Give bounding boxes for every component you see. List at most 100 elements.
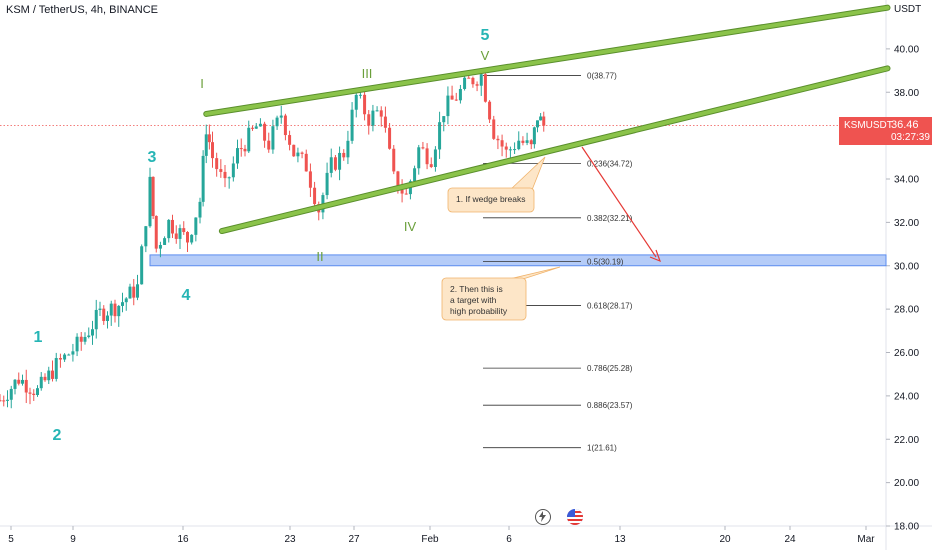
last-price-tag: KSMUSDT 36.46 03:27:39 xyxy=(839,116,932,145)
callout-target-text: high probability xyxy=(450,306,508,316)
candle-body xyxy=(132,286,136,298)
candle-body xyxy=(167,219,171,239)
candle-body xyxy=(513,149,517,151)
candle-body xyxy=(251,127,254,129)
candle-body xyxy=(43,376,47,381)
candle-body xyxy=(204,134,208,156)
candle-body xyxy=(479,74,483,86)
candle-body xyxy=(109,303,113,316)
price-tag-countdown: 03:27:39 xyxy=(891,131,930,143)
candle-body xyxy=(98,308,102,310)
candle-body xyxy=(71,351,75,355)
y-tick-label: 32.00 xyxy=(894,218,919,229)
candle-body xyxy=(517,140,521,150)
candle-body xyxy=(75,336,79,352)
fib-level-label: 0(38.77) xyxy=(587,72,617,81)
candle-body xyxy=(0,400,2,402)
lightning-icon[interactable] xyxy=(535,509,551,525)
candle-body xyxy=(342,152,346,158)
candle-body xyxy=(219,169,223,172)
candle-body xyxy=(442,116,446,123)
candle-body xyxy=(446,95,450,117)
y-tick-label: 28.00 xyxy=(894,305,919,316)
callout-target-text: 2. Then this is xyxy=(450,284,503,294)
candle-body xyxy=(283,115,287,136)
candle-body xyxy=(113,303,117,317)
candle-body xyxy=(532,127,536,145)
candle-body xyxy=(190,234,194,243)
candle-body xyxy=(243,148,247,152)
candle-body xyxy=(308,171,312,188)
wave-label-III: III xyxy=(362,66,373,81)
fib-level-label: 0.236(34.72) xyxy=(587,159,633,168)
candle-body xyxy=(363,94,367,115)
candle-body xyxy=(151,176,155,216)
candle-body xyxy=(21,379,24,384)
x-tick-label: 20 xyxy=(719,534,731,545)
callout-target-box xyxy=(441,277,527,321)
candle-body xyxy=(542,116,546,126)
breakout-arrowhead xyxy=(649,249,662,263)
candle-body xyxy=(400,189,404,194)
candle-body xyxy=(83,336,87,342)
candle-body xyxy=(207,134,211,143)
candle-body xyxy=(163,238,167,245)
y-tick-label: 34.00 xyxy=(894,175,919,186)
candle-body xyxy=(325,172,329,196)
candle-body xyxy=(496,138,500,141)
callout-target-text: a target with xyxy=(450,295,497,305)
us-flag-icon[interactable] xyxy=(567,509,583,525)
fib-level-label: 1(21.61) xyxy=(587,444,617,453)
price-tag-symbol: KSMUSDT xyxy=(844,119,893,131)
x-tick-label: Mar xyxy=(857,534,875,545)
y-tick-label: 26.00 xyxy=(894,348,919,359)
wave-label-1: 1 xyxy=(34,329,43,346)
candle-body xyxy=(350,109,354,141)
candle-body xyxy=(236,148,239,164)
candle-body xyxy=(215,158,219,170)
candle-body xyxy=(174,233,178,239)
candle-body xyxy=(329,157,333,173)
candle-body xyxy=(148,176,152,227)
candle-body xyxy=(47,370,51,381)
target-zone xyxy=(149,254,887,267)
candle-body xyxy=(338,152,342,170)
candle-body xyxy=(288,135,292,145)
x-tick-label: 5 xyxy=(8,534,14,545)
axis-unit-label: USDT xyxy=(894,4,922,15)
wedge-lower-line xyxy=(219,66,890,234)
y-tick-label: 40.00 xyxy=(894,44,919,55)
wave-label-V: V xyxy=(481,48,490,63)
candle-body xyxy=(247,127,251,152)
candle-body xyxy=(91,329,94,336)
y-tick-label: 20.00 xyxy=(894,478,919,489)
candle-body xyxy=(231,163,235,178)
candle-body xyxy=(158,244,162,249)
wave-label-5: 5 xyxy=(481,27,490,44)
candle-body xyxy=(388,127,392,149)
candle-body xyxy=(63,354,67,360)
candle-body xyxy=(396,171,400,190)
x-tick-label: 6 xyxy=(506,534,512,545)
candle-body xyxy=(223,171,227,179)
candle-body xyxy=(58,358,62,360)
wave-label-IV: IV xyxy=(404,219,417,234)
candle-body xyxy=(94,309,98,330)
candle-body xyxy=(24,379,28,393)
candle-body xyxy=(9,388,13,400)
candle-body xyxy=(392,148,396,172)
candle-body xyxy=(488,101,492,120)
x-tick-label: 9 xyxy=(70,534,76,545)
candle-body xyxy=(201,155,205,202)
y-tick-label: 30.00 xyxy=(894,261,919,272)
candle-body xyxy=(211,142,214,159)
breakout-arrow-line xyxy=(581,146,657,258)
candle-body xyxy=(500,140,504,147)
y-tick-label: 18.00 xyxy=(894,522,919,533)
x-tick-label: 13 xyxy=(614,534,626,545)
candle-body xyxy=(198,201,202,218)
wave-label-2: 2 xyxy=(53,427,62,444)
candle-body xyxy=(171,219,174,234)
candle-body xyxy=(471,77,475,85)
